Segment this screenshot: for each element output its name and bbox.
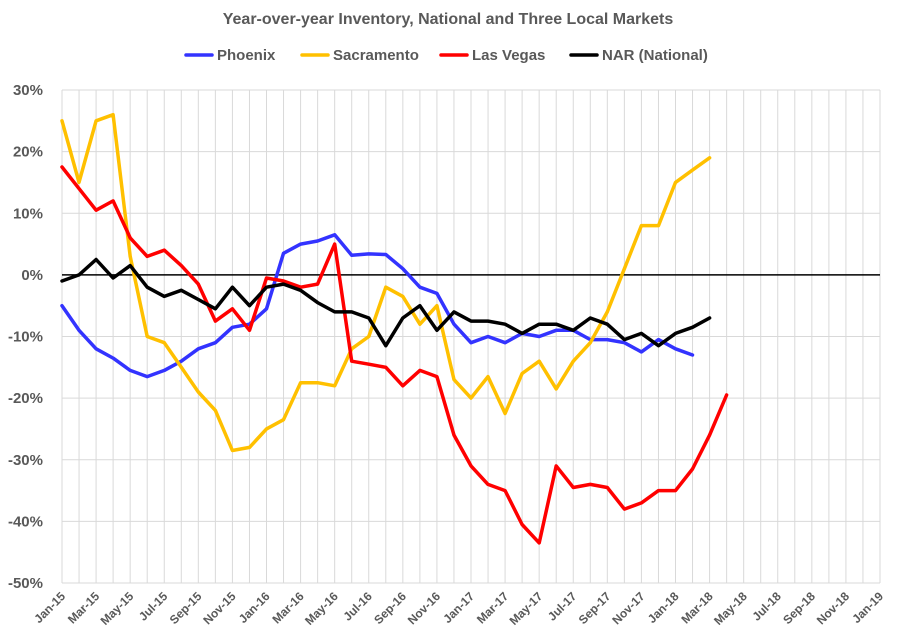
legend-label: Phoenix [217,47,276,64]
y-tick-label: -50% [8,575,43,592]
legend-item-phoenix: Phoenix [184,47,276,64]
legend-label: Las Vegas [472,47,545,64]
y-tick-label: -30% [8,452,43,469]
vertical-gridlines [61,90,881,583]
y-tick-label: 0% [21,267,43,284]
series-line-las-vegas [60,165,729,545]
y-tick-label: 30% [13,82,43,99]
y-tick-label: -10% [8,329,43,346]
legend-item-las-vegas: Las Vegas [439,47,545,64]
series-layer [60,112,729,545]
y-tick-label: 10% [13,205,43,222]
legend-item-sacramento: Sacramento [300,47,419,64]
series-line-nar-national [60,257,712,348]
y-tick-label: -40% [8,513,43,530]
legend-label: NAR (National) [602,47,708,64]
y-tick-label: -20% [8,390,43,407]
legend: Phoenix Sacramento Las Vegas NAR (National) [184,47,708,64]
y-axis-ticks: 30% 20% 10% 0% -10% -20% -30% -40% -50% [8,82,43,592]
chart-title: Year-over-year Inventory, National and T… [223,11,674,28]
y-tick-label: 20% [13,144,43,161]
series-line-phoenix [60,233,695,379]
legend-label: Sacramento [333,47,419,64]
legend-item-nar-national: NAR (National) [569,47,708,64]
